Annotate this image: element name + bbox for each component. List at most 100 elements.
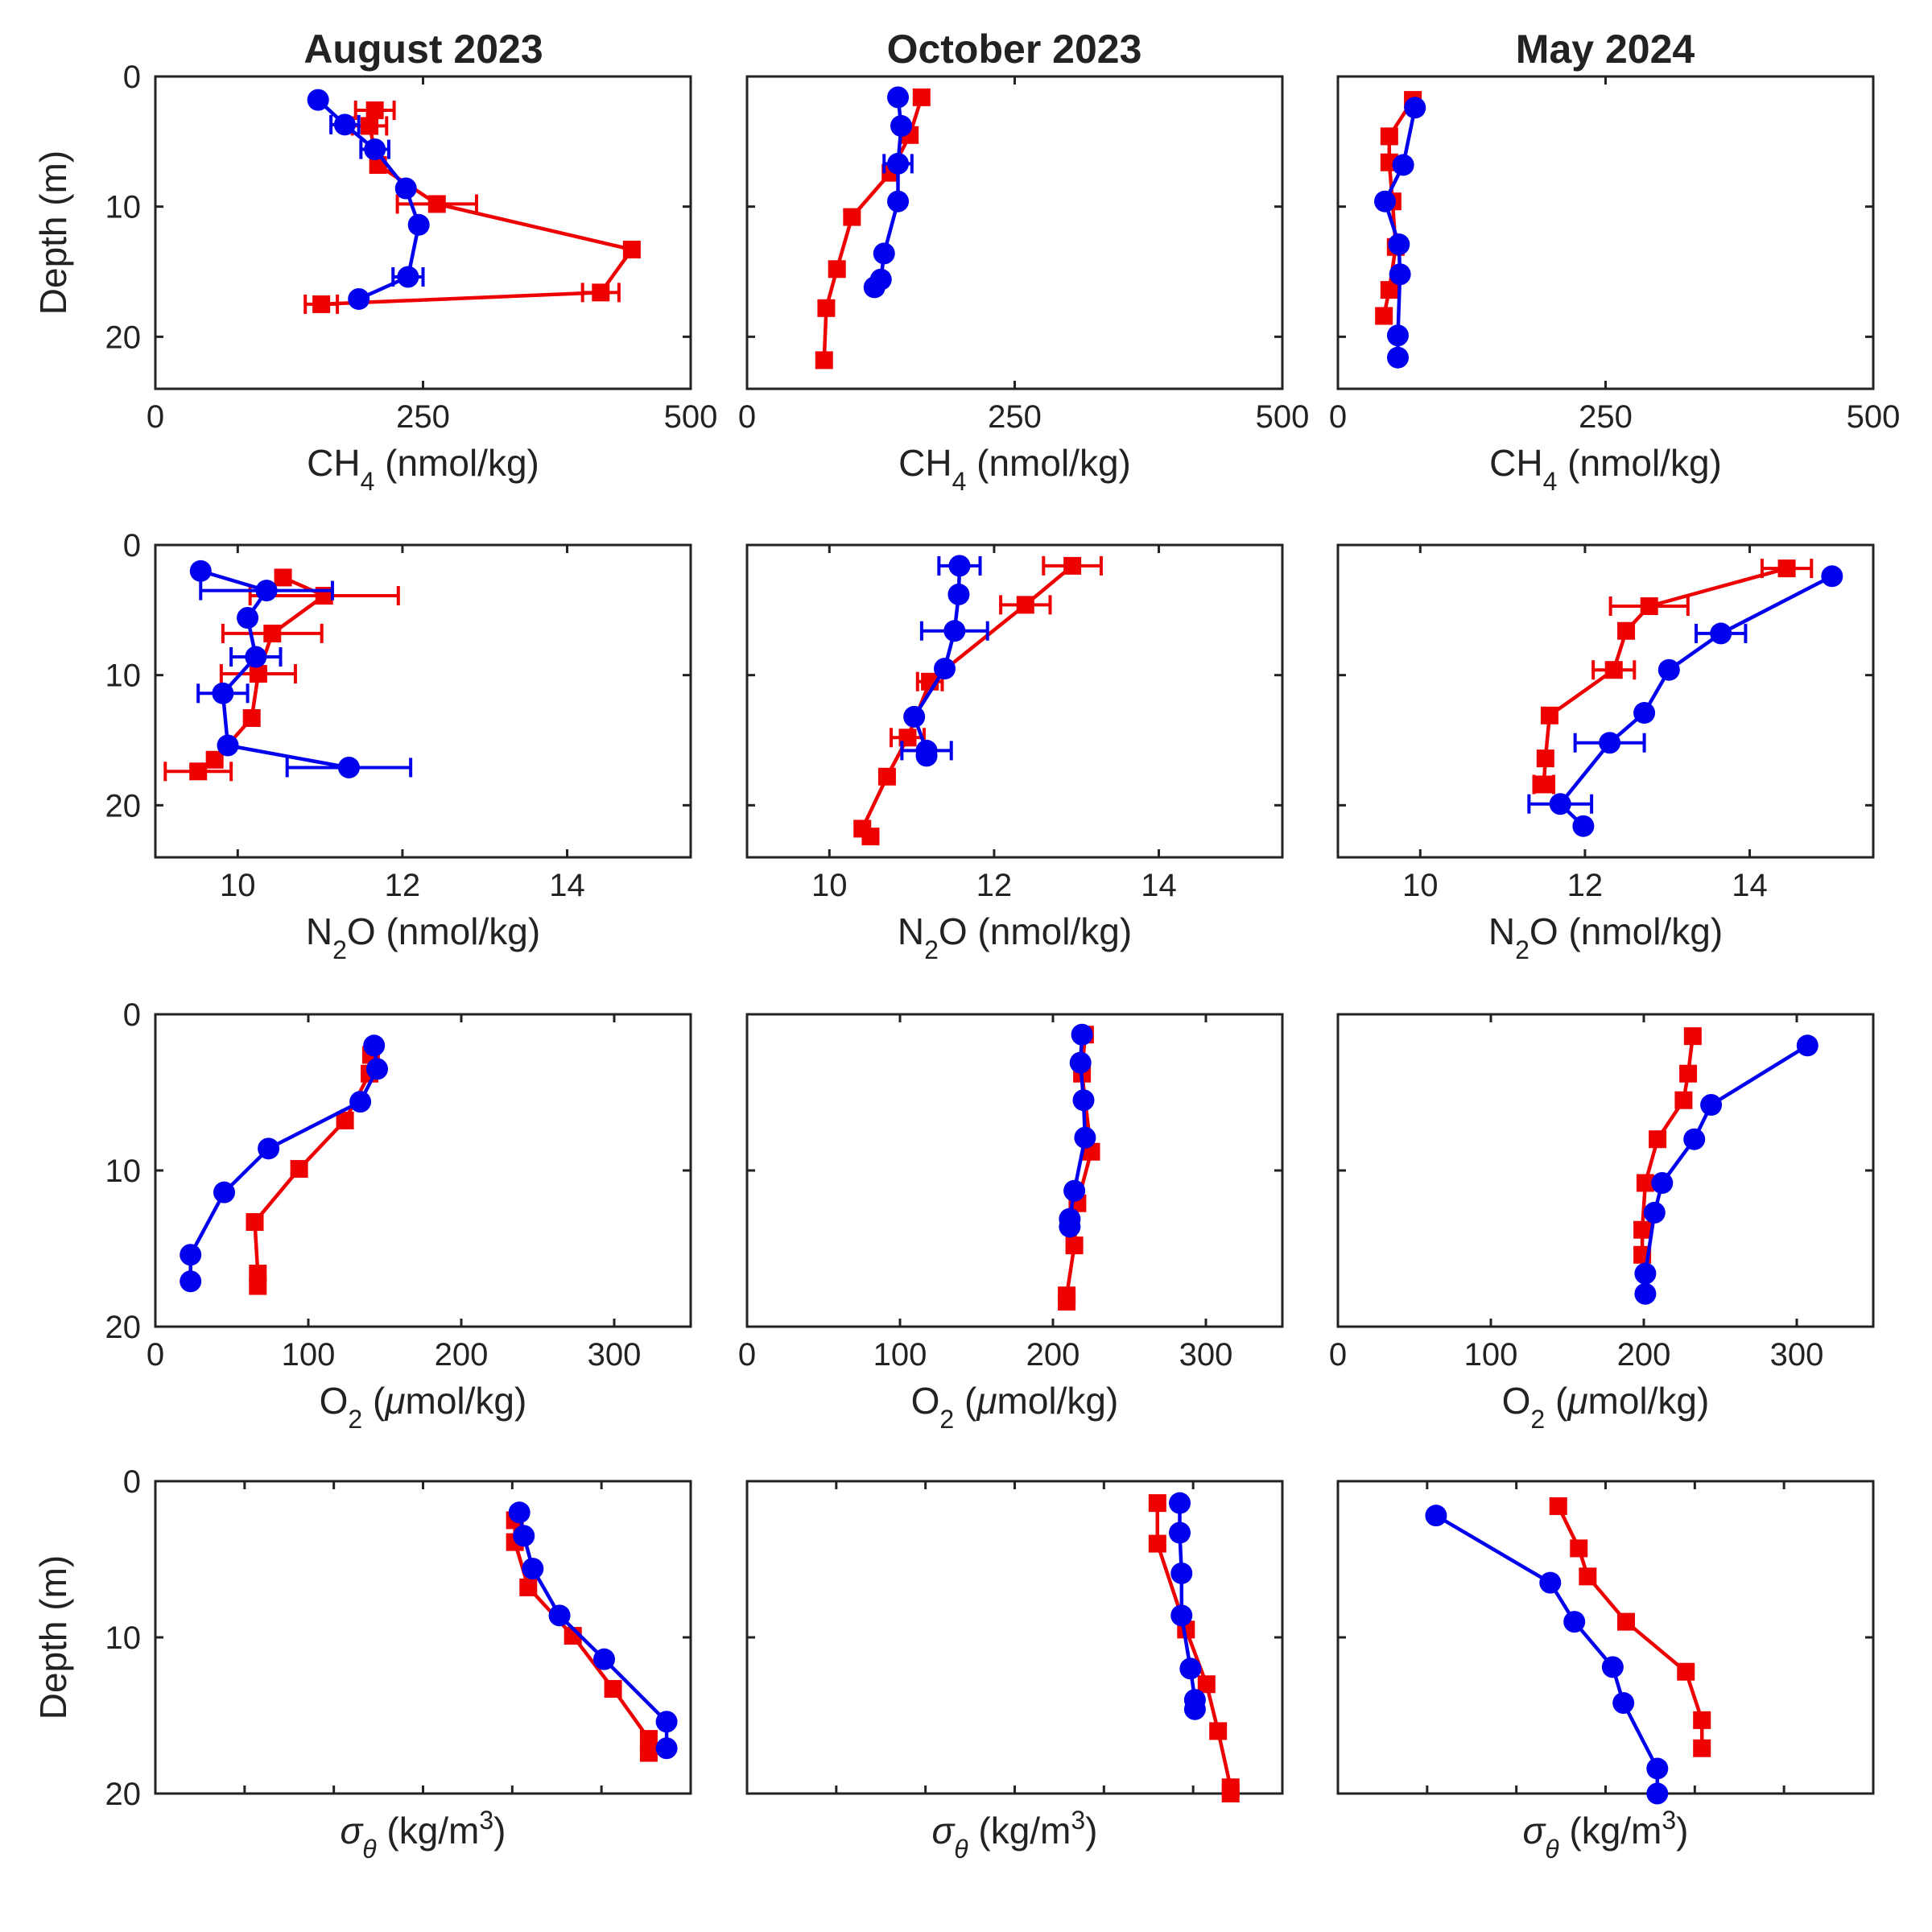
x-tick-label: 12 xyxy=(1567,868,1604,903)
panel-o2-aug-2023: 0 100 200 300 0 10 20 O2 (μmol/kg) xyxy=(105,997,692,1434)
x-axis-label: O2 (μmol/kg) xyxy=(1502,1380,1710,1434)
data-point-red xyxy=(336,1111,354,1129)
y-tick-label: 10 xyxy=(105,1620,142,1656)
data-point-blue xyxy=(1549,793,1571,815)
data-point-blue xyxy=(1683,1128,1706,1150)
data-point-blue xyxy=(364,138,386,161)
data-point-blue xyxy=(1170,1604,1193,1627)
data-point-blue xyxy=(1633,702,1656,724)
x-tick-label: 14 xyxy=(1732,868,1768,903)
panel-n2o-aug-2023: 10 12 14 0 10 20 N2O (nmol/kg) xyxy=(105,528,692,964)
data-point-red xyxy=(622,241,641,259)
series-blue xyxy=(1634,1034,1818,1305)
data-point-blue xyxy=(1425,1505,1447,1527)
y-axis-label: Depth (m) xyxy=(32,151,74,315)
x-tick-label: 0 xyxy=(738,399,756,435)
data-point-red xyxy=(242,709,261,728)
x-tick-label: 10 xyxy=(811,868,848,903)
y-tick-label: 20 xyxy=(105,1777,142,1812)
x-tick-label: 300 xyxy=(1770,1337,1824,1373)
x-tick-label: 250 xyxy=(988,399,1042,435)
series-line-red xyxy=(253,1055,374,1286)
series-blue xyxy=(1374,97,1426,369)
data-point-blue xyxy=(1599,732,1621,754)
data-point-blue xyxy=(1063,1179,1086,1202)
data-point-red xyxy=(1570,1539,1588,1558)
axes-box xyxy=(154,1480,692,1795)
data-point-blue xyxy=(1821,565,1843,588)
panel-sigma_theta-oct-2023: σθ (kg/m3) xyxy=(745,1480,1284,1864)
data-point-blue xyxy=(1646,1782,1669,1805)
data-point-red xyxy=(1579,1567,1597,1586)
axes-box xyxy=(745,543,1284,859)
data-point-blue xyxy=(1389,263,1411,286)
data-point-blue xyxy=(1179,1657,1202,1680)
data-point-blue xyxy=(237,607,259,630)
x-tick-label: 10 xyxy=(1402,868,1439,903)
data-point-red xyxy=(1065,1236,1084,1255)
data-point-blue xyxy=(258,1137,280,1160)
data-point-red xyxy=(843,208,861,226)
data-point-blue xyxy=(245,646,267,668)
data-point-blue xyxy=(363,1034,386,1057)
data-point-blue xyxy=(180,1244,202,1266)
y-tick-label: 10 xyxy=(105,1154,142,1189)
x-tick-label: 0 xyxy=(147,1337,164,1373)
x-tick-label: 12 xyxy=(976,868,1013,903)
data-point-blue xyxy=(397,266,419,288)
x-tick-label: 300 xyxy=(588,1337,642,1373)
data-point-red xyxy=(877,767,896,786)
series-red xyxy=(853,555,1103,846)
x-tick-label: 100 xyxy=(282,1337,336,1373)
data-point-blue xyxy=(863,276,886,299)
axes-box xyxy=(154,543,692,859)
series-blue xyxy=(1059,1023,1096,1238)
panels-layer: 0 250 500 0 10 20 CH4 (nmol/kg) Depth (m) 0 250 50… xyxy=(32,60,1900,1864)
data-point-blue xyxy=(366,1058,388,1080)
panel-o2-oct-2023: 0 100 200 300 O2 (μmol/kg) xyxy=(738,1013,1284,1434)
series-red xyxy=(1549,1497,1711,1757)
data-point-blue xyxy=(212,682,234,704)
series-line-red xyxy=(1155,1503,1232,1794)
x-tick-label: 100 xyxy=(873,1337,927,1373)
data-point-red xyxy=(1693,1739,1711,1757)
data-point-red xyxy=(639,1730,658,1748)
data-point-red xyxy=(1148,1494,1166,1513)
data-point-red xyxy=(1375,307,1393,325)
axes-box xyxy=(745,1013,1284,1328)
data-point-blue xyxy=(1170,1562,1193,1584)
data-point-red xyxy=(1693,1711,1711,1729)
x-tick-label: 10 xyxy=(220,868,256,903)
data-point-blue xyxy=(217,734,239,757)
data-point-blue xyxy=(1183,1698,1206,1720)
axes-box xyxy=(1336,1013,1875,1328)
data-point-red xyxy=(815,351,833,369)
series-line-blue xyxy=(1558,574,1833,828)
data-point-red xyxy=(1536,749,1554,768)
data-point-red xyxy=(1640,597,1658,615)
data-point-red xyxy=(1380,281,1398,299)
y-axis-label: Depth (m) xyxy=(32,1555,74,1719)
series-red xyxy=(815,88,931,369)
data-point-blue xyxy=(1572,815,1595,837)
panel-o2-may-2024: 0 100 200 300 O2 (μmol/kg) xyxy=(1329,1013,1875,1434)
data-point-red xyxy=(1209,1722,1228,1740)
data-point-red xyxy=(1016,596,1034,614)
x-axis-label: σθ (kg/m3) xyxy=(931,1806,1097,1864)
panel-n2o-may-2024: 10 12 14 N2O (nmol/kg) xyxy=(1336,543,1875,964)
panel-sigma_theta-may-2024: σθ (kg/m3) xyxy=(1336,1480,1875,1864)
data-point-blue xyxy=(1539,1571,1562,1594)
x-tick-label: 0 xyxy=(1329,399,1347,435)
series-red xyxy=(1148,1494,1240,1802)
data-point-blue xyxy=(513,1525,535,1547)
data-point-blue xyxy=(1710,622,1732,645)
data-point-blue xyxy=(655,1737,678,1760)
data-point-red xyxy=(312,295,331,313)
data-point-blue xyxy=(522,1558,544,1580)
data-point-blue xyxy=(508,1501,530,1524)
x-axis-label: σθ (kg/m3) xyxy=(340,1806,506,1864)
data-point-blue xyxy=(1169,1521,1191,1544)
series-blue xyxy=(863,86,914,299)
data-point-blue xyxy=(307,89,329,111)
data-point-red xyxy=(817,299,836,317)
